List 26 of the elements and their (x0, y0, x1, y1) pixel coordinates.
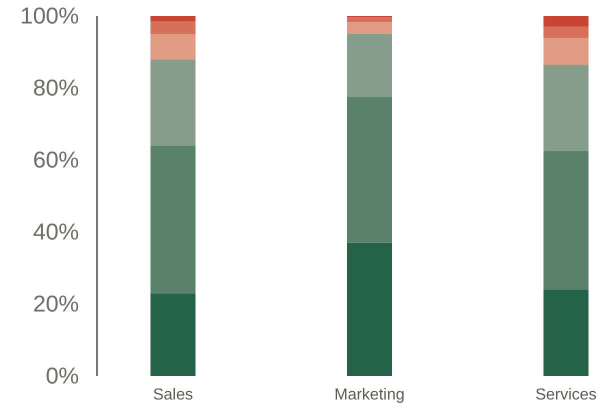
bar (150, 34, 196, 60)
bar (347, 242, 392, 376)
bar (544, 38, 588, 65)
bar (150, 59, 196, 146)
y-tick-label: 60% (32, 146, 79, 172)
x-tick-label: Sales (152, 386, 194, 404)
y-tick-label: 80% (32, 74, 79, 100)
bar (150, 293, 196, 376)
bar (544, 64, 588, 151)
bar (544, 151, 588, 290)
bar (347, 34, 392, 97)
bar (347, 97, 392, 243)
bar (544, 16, 588, 27)
bar (347, 22, 392, 34)
x-tick-label: Marketing (334, 386, 405, 404)
bar (150, 146, 196, 294)
bar (150, 16, 196, 22)
y-tick-label: 100% (20, 2, 79, 28)
y-tick-label: 20% (32, 290, 79, 316)
y-tick-label: 0% (46, 362, 79, 388)
y-tick-label: 40% (32, 218, 79, 244)
bar (544, 26, 588, 38)
bar (347, 17, 392, 22)
bar (150, 21, 196, 34)
bar (544, 290, 588, 376)
x-tick-label: Services (535, 386, 597, 404)
